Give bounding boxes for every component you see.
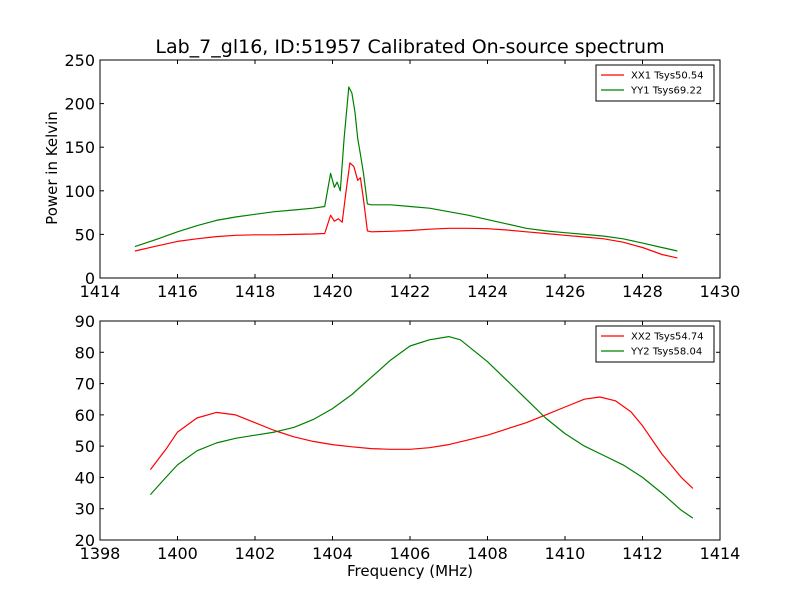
- bottom-y-tick-label: 90: [75, 312, 95, 331]
- top-series-line-2: [134, 86, 678, 252]
- top-x-tick-label: 1414: [80, 282, 121, 301]
- y-axis-label: Power in Kelvin: [43, 111, 61, 225]
- top-x-tick-label: 1424: [467, 282, 508, 301]
- bottom-x-tick-label: 1408: [467, 544, 508, 563]
- top-x-tick-label: 1426: [545, 282, 586, 301]
- top-legend-entry: XX1 Tsys50.54: [631, 71, 704, 82]
- top-x-tick-label: 1430: [700, 282, 741, 301]
- bottom-plot: 1398 1400 1402 1404 1406 1408 1410 1412 1414 20 30…: [75, 312, 741, 563]
- bottom-y-tick-label: 70: [75, 375, 95, 394]
- bottom-x-tick-label: 1410: [545, 544, 586, 563]
- top-x-tick-label: 1422: [390, 282, 431, 301]
- top-plot: 1414 1416 1418 1420 1422 1424 1426 1428 1430 0 50 1…: [64, 51, 740, 301]
- bottom-series-line-1: [149, 396, 694, 489]
- bottom-x-tick-label: 1400: [157, 544, 198, 563]
- top-y-tick-label: 50: [75, 225, 95, 244]
- top-y-tick-label: 100: [64, 182, 95, 201]
- top-legend-box: [595, 64, 715, 102]
- bottom-x-tick-label: 1414: [700, 544, 741, 563]
- bottom-legend-box: [595, 325, 715, 363]
- top-y-tick-label: 250: [64, 51, 95, 70]
- bottom-x-tick-label: 1404: [312, 544, 353, 563]
- bottom-y-tick-label: 40: [75, 468, 95, 487]
- top-legend: XX1 Tsys50.54 YY1 Tsys69.22: [595, 64, 715, 102]
- bottom-y-tick-label: 30: [75, 500, 95, 519]
- bottom-x-tick-label: 1406: [390, 544, 431, 563]
- x-axis-label: Frequency (MHz): [347, 562, 473, 580]
- bottom-x-tick-label: 1402: [235, 544, 276, 563]
- bottom-legend-entry: YY2 Tsys58.04: [630, 347, 702, 358]
- top-y-tick-label: 0: [85, 269, 95, 288]
- bottom-x-tick-label: 1412: [622, 544, 663, 563]
- top-x-tick-label: 1428: [622, 282, 663, 301]
- bottom-x-tick-label: 1398: [80, 544, 121, 563]
- top-x-tick-label: 1420: [312, 282, 353, 301]
- top-x-tick-label: 1418: [235, 282, 276, 301]
- bottom-y-tick-label: 80: [75, 343, 95, 362]
- top-y-tick-label: 200: [64, 95, 95, 114]
- bottom-y-tick-label: 20: [75, 531, 95, 550]
- bottom-series-line-2: [149, 336, 694, 519]
- bottom-legend: XX2 Tsys54.74 YY2 Tsys58.04: [595, 325, 715, 363]
- bottom-y-tick-label: 50: [75, 437, 95, 456]
- bottom-y-tick-label: 60: [75, 406, 95, 425]
- bottom-legend-entry: XX2 Tsys54.74: [631, 332, 704, 343]
- top-x-tick-label: 1416: [157, 282, 198, 301]
- chart-title: Lab_7_gl16, ID:51957 Calibrated On-sourc…: [155, 36, 664, 58]
- top-y-tick-label: 150: [64, 138, 95, 157]
- top-legend-entry: YY1 Tsys69.22: [630, 86, 702, 97]
- top-series-line-1: [134, 162, 678, 259]
